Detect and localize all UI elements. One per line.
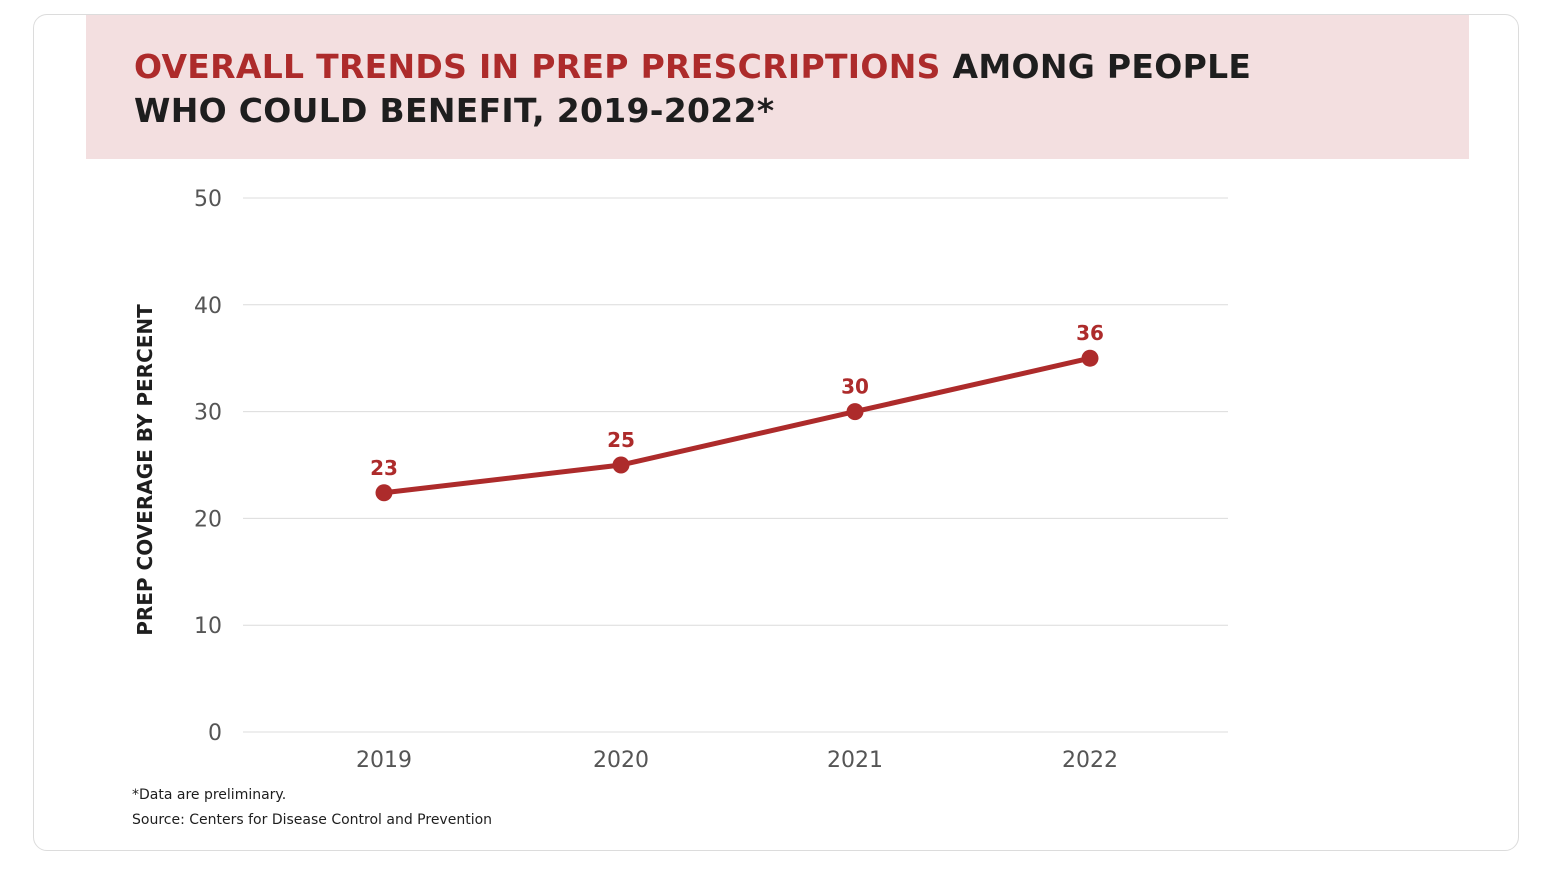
y-tick-label: 20 — [194, 507, 222, 532]
y-tick-label: 40 — [194, 294, 222, 319]
x-tick-label: 2020 — [593, 748, 649, 773]
y-tick-label: 0 — [208, 721, 222, 746]
x-tick-label: 2022 — [1062, 748, 1118, 773]
y-tick-label: 30 — [194, 401, 222, 426]
chart-title-rest: AMONG PEOPLE WHO COULD BENEFIT, 2019-202… — [134, 47, 1252, 130]
data-point — [846, 403, 864, 421]
title-banner: OVERALL TRENDS IN PREP PRESCRIPTIONS AMO… — [86, 15, 1469, 159]
source-note: Source: Centers for Disease Control and … — [132, 812, 493, 828]
preliminary-note: *Data are preliminary. — [132, 787, 287, 803]
data-label: 30 — [841, 375, 869, 399]
data-label: 25 — [607, 428, 635, 452]
chart-title-highlight: OVERALL TRENDS IN PREP PRESCRIPTIONS — [134, 47, 941, 86]
data-point — [1081, 349, 1099, 367]
y-tick-label: 50 — [194, 187, 222, 212]
data-label: 23 — [370, 456, 398, 480]
chart-notes: *Data are preliminary. Source: Centers f… — [132, 783, 492, 833]
chart-title: OVERALL TRENDS IN PREP PRESCRIPTIONS AMO… — [134, 45, 1334, 133]
data-point — [612, 456, 630, 474]
x-tick-label: 2021 — [827, 748, 883, 773]
y-axis-title: PREP COVERAGE BY PERCENT — [133, 304, 157, 636]
y-tick-label: 10 — [194, 614, 222, 639]
x-tick-label: 2019 — [356, 748, 412, 773]
series-line — [381, 355, 1093, 496]
data-point — [375, 484, 393, 502]
chart-card: OVERALL TRENDS IN PREP PRESCRIPTIONS AMO… — [33, 14, 1519, 851]
data-label: 36 — [1076, 321, 1104, 345]
